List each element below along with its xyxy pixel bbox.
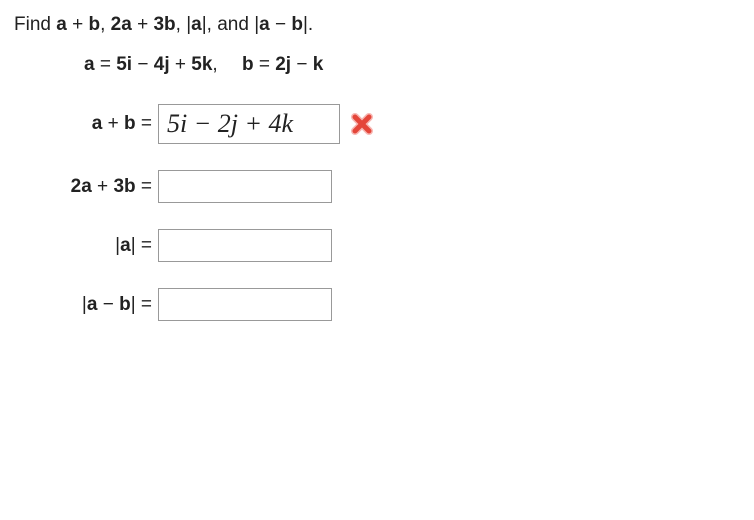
answer-value-a-plus-b: 5i − 2j + 4k xyxy=(167,109,293,139)
prompt-sep1: , xyxy=(100,14,111,35)
answer-row-mag-a-minus-b: |a − b| = xyxy=(14,288,740,321)
cross-icon xyxy=(350,112,374,136)
given-2j: 2j xyxy=(275,54,291,75)
prompt-b1: b xyxy=(88,14,100,35)
prompt-prefix: Find xyxy=(14,14,56,35)
label-eq1: = xyxy=(136,113,152,134)
label-a1: a xyxy=(92,113,103,134)
prompt-sep2: , xyxy=(176,14,187,35)
given-a-minus: − xyxy=(132,54,154,75)
given-5i: 5i xyxy=(116,54,132,75)
label-2a: 2a xyxy=(71,176,92,197)
given-4j: 4j xyxy=(154,54,170,75)
label-mag-a: |a| = xyxy=(14,235,158,257)
label-minus-ab: − xyxy=(97,294,119,315)
label-a-mag: a xyxy=(120,235,131,256)
prompt-dot: . xyxy=(308,14,313,35)
given-b-minus: − xyxy=(291,54,313,75)
given-5k: 5k xyxy=(191,54,212,75)
label-b-ab: b xyxy=(119,294,131,315)
answer-input-mag-a-minus-b[interactable] xyxy=(158,288,332,321)
label-b1: b xyxy=(124,113,136,134)
prompt-3b: 3b xyxy=(153,14,175,35)
label-a-plus-b: a + b = xyxy=(14,113,158,135)
prompt-a3: a xyxy=(259,14,270,35)
prompt-sep3: , and xyxy=(207,14,255,35)
label-eq3: = xyxy=(136,235,152,256)
answer-input-2a-plus-3b[interactable] xyxy=(158,170,332,203)
label-a-ab: a xyxy=(87,294,98,315)
answer-input-a-plus-b[interactable]: 5i − 2j + 4k xyxy=(158,104,340,144)
answer-row-a-plus-b: a + b = 5i − 2j + 4k xyxy=(14,104,740,144)
prompt-a2: a xyxy=(191,14,202,35)
given-b-lhs: b xyxy=(242,54,254,75)
label-plus1: + xyxy=(102,113,124,134)
prompt-a1: a xyxy=(56,14,67,35)
label-3b: 3b xyxy=(113,176,135,197)
label-2a-plus-3b: 2a + 3b = xyxy=(14,176,158,198)
prompt-plus1: + xyxy=(67,14,89,35)
given-vectors: a = 5i − 4j + 5k, b = 2j − k xyxy=(84,54,740,76)
label-mag-a-minus-b: |a − b| = xyxy=(14,294,158,316)
prompt-minus: − xyxy=(270,14,292,35)
given-a-eq: = xyxy=(95,54,117,75)
prompt-b2: b xyxy=(291,14,303,35)
answer-input-mag-a[interactable] xyxy=(158,229,332,262)
answer-row-mag-a: |a| = xyxy=(14,229,740,262)
feedback-a-plus-b xyxy=(350,112,374,136)
label-eq4: = xyxy=(136,294,152,315)
label-plus2: + xyxy=(92,176,114,197)
given-a-lhs: a xyxy=(84,54,95,75)
question-prompt: Find a + b, 2a + 3b, |a|, and |a − b|. xyxy=(14,14,740,36)
given-k: k xyxy=(313,54,324,75)
given-a-plus: + xyxy=(170,54,192,75)
prompt-plus2: + xyxy=(132,14,154,35)
label-eq2: = xyxy=(136,176,152,197)
prompt-2a: 2a xyxy=(111,14,132,35)
given-gap: , xyxy=(212,54,242,75)
answer-row-2a-plus-3b: 2a + 3b = xyxy=(14,170,740,203)
given-b-eq: = xyxy=(254,54,276,75)
